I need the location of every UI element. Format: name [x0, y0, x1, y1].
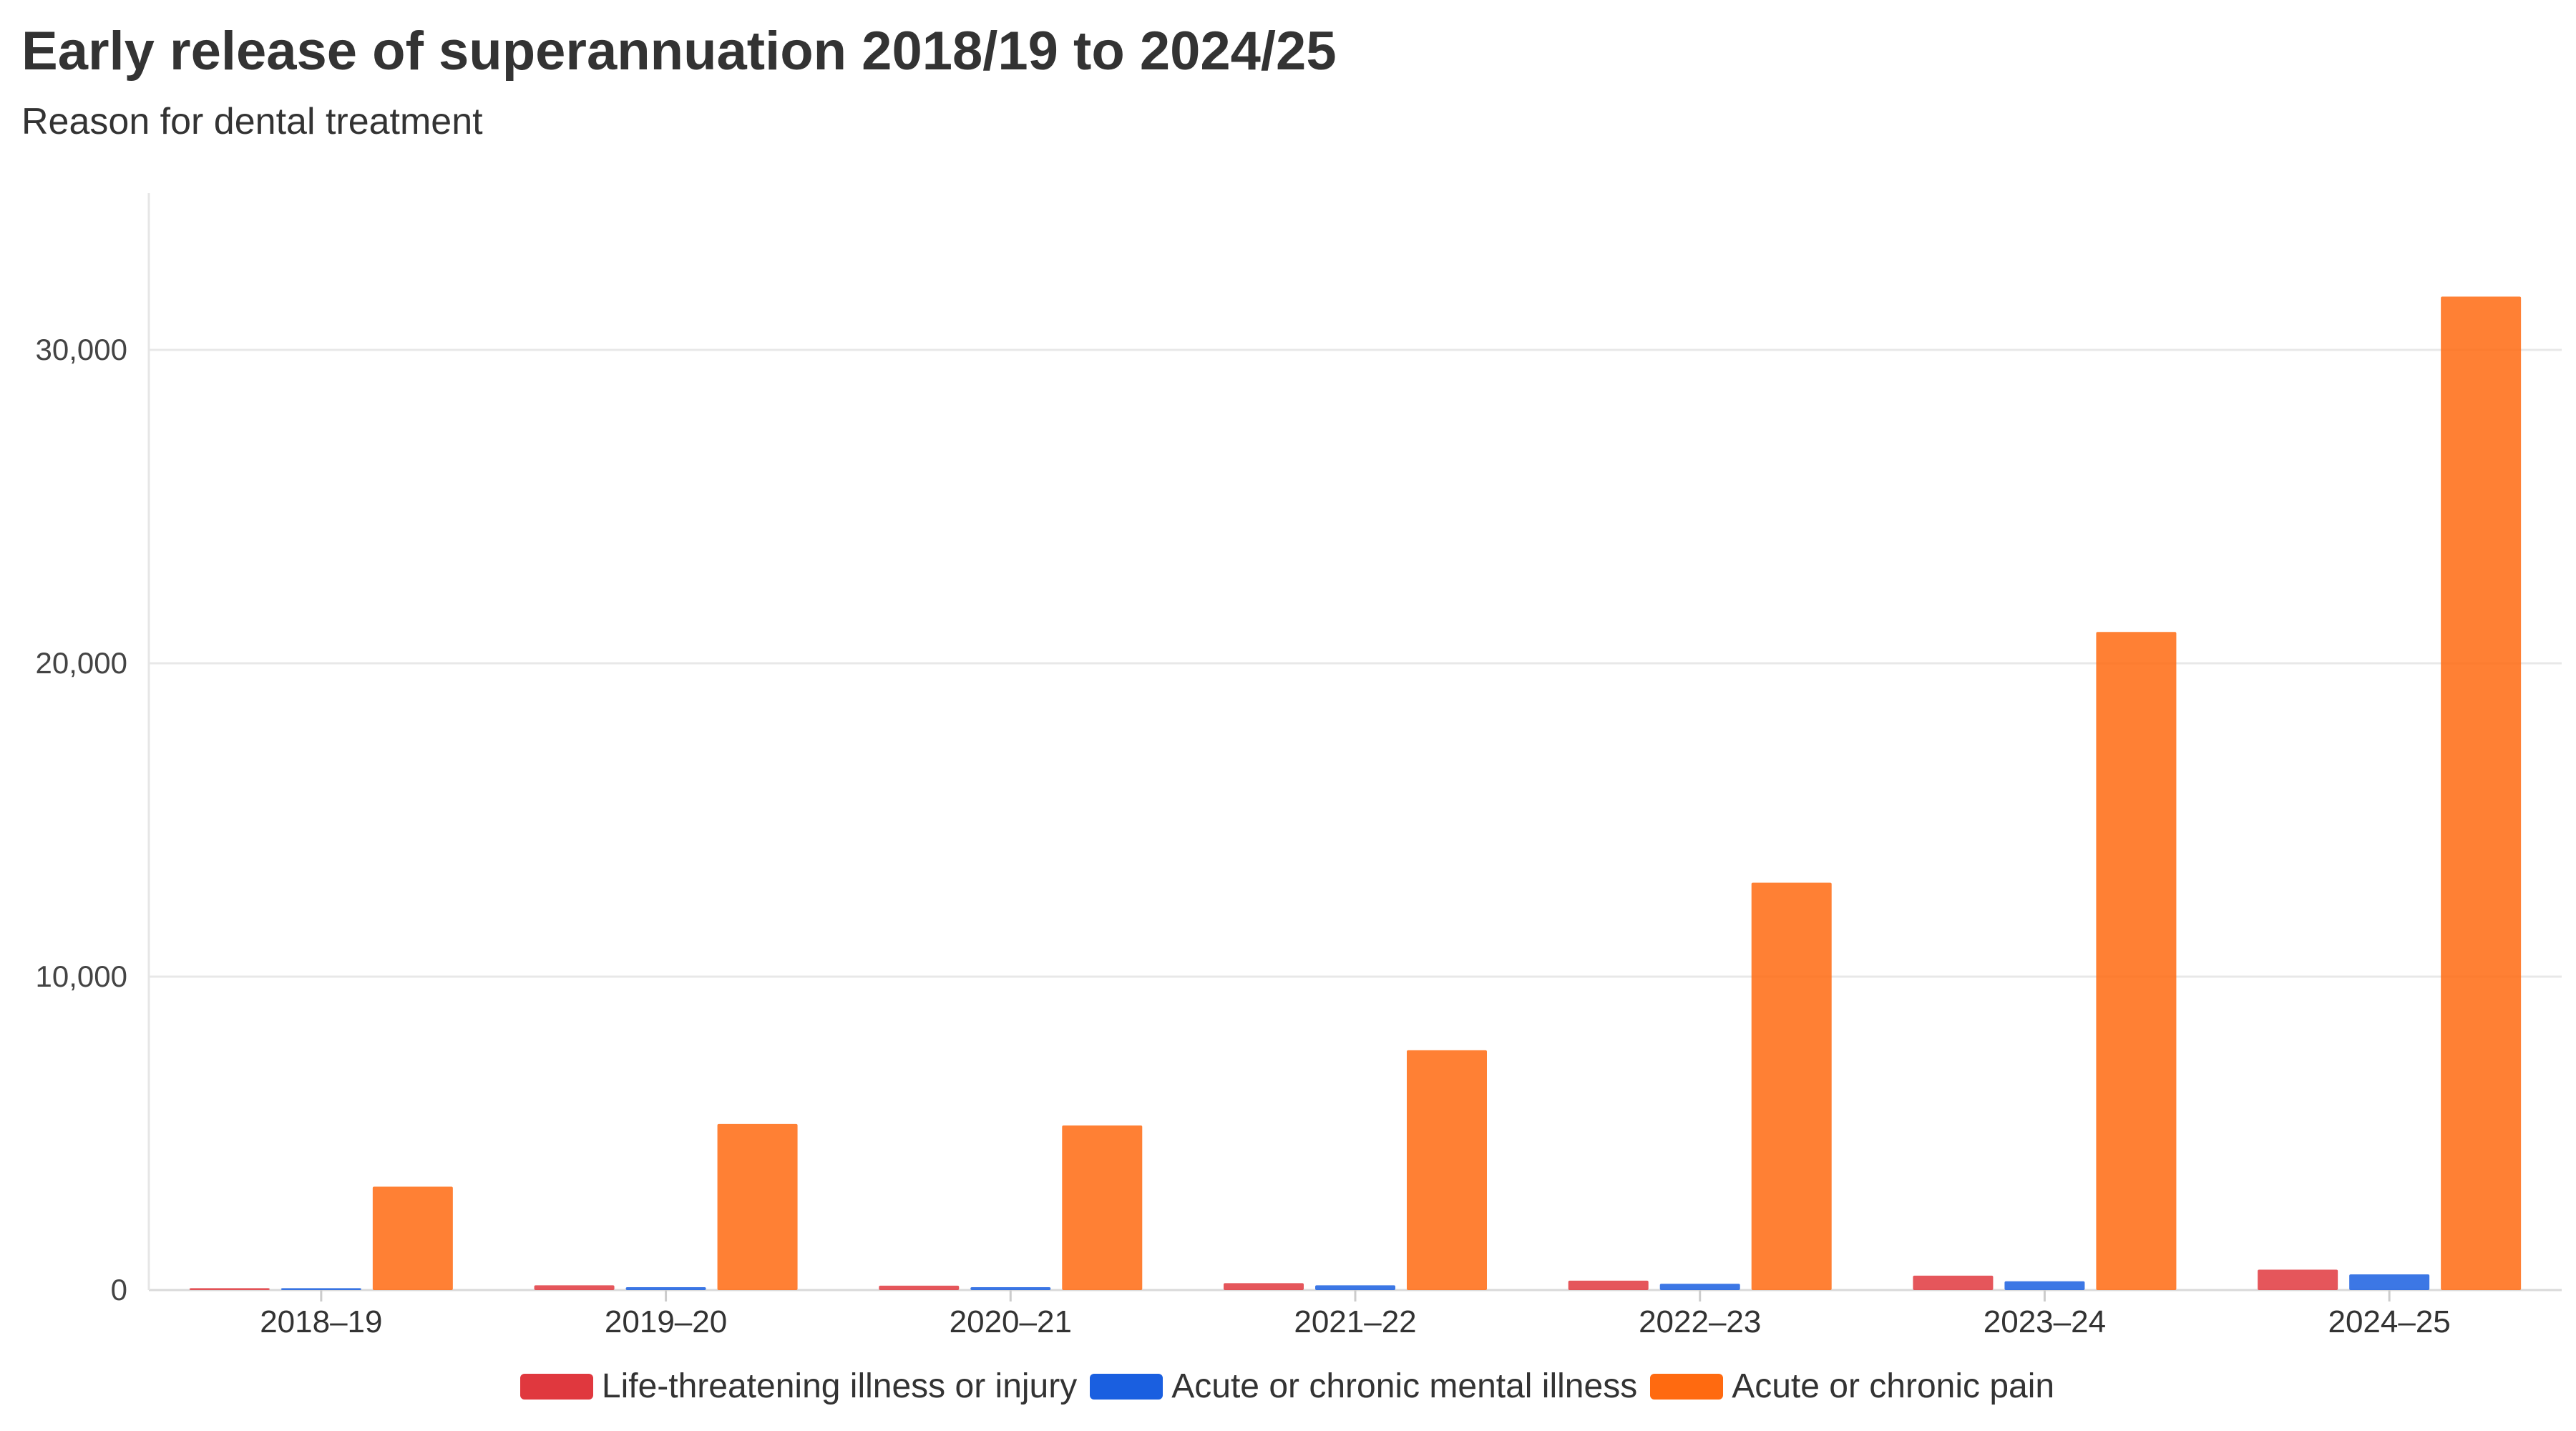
legend-label-chronic-pain: Acute or chronic pain [1732, 1367, 2055, 1405]
x-tick-label: 2022–23 [1639, 1304, 1761, 1339]
y-tick-label: 30,000 [36, 333, 127, 366]
bar[interactable] [2441, 296, 2522, 1290]
bar[interactable] [1659, 1284, 1740, 1290]
axes: 0 10,000 20,000 30,000 2018–19 2019–20 2020–21… [36, 193, 2451, 1339]
legend-item-chronic-pain[interactable]: Acute or chronic pain [1650, 1367, 2054, 1406]
legend-item-life-threatening[interactable]: Life-threatening illness or injury [519, 1367, 1078, 1406]
x-tick-label: 2024–25 [2328, 1304, 2450, 1339]
bar[interactable] [625, 1287, 706, 1290]
x-tick-label: 2018–19 [260, 1304, 382, 1339]
bar[interactable] [879, 1285, 960, 1290]
bar[interactable] [1407, 1050, 1487, 1290]
bar[interactable] [534, 1285, 615, 1290]
bar[interactable] [1568, 1280, 1649, 1290]
bar[interactable] [2349, 1274, 2430, 1290]
legend-label-life-threatening: Life-threatening illness or injury [601, 1367, 1078, 1405]
bar[interactable] [1224, 1283, 1304, 1290]
y-tick-label: 10,000 [36, 959, 127, 993]
x-tick-label: 2019–20 [605, 1304, 727, 1339]
bar[interactable] [189, 1288, 270, 1290]
legend-swatch-chronic-pain [1650, 1373, 1724, 1400]
bars [189, 296, 2522, 1290]
gridlines [149, 348, 2562, 1291]
bar[interactable] [717, 1123, 798, 1290]
y-tick-label: 20,000 [36, 646, 127, 680]
y-tick-label: 0 [111, 1273, 127, 1307]
legend-item-mental-illness[interactable]: Acute or chronic mental illness [1090, 1367, 1637, 1406]
bar[interactable] [372, 1186, 453, 1290]
legend-swatch-life-threatening [519, 1373, 593, 1400]
legend-swatch-mental-illness [1090, 1373, 1163, 1400]
bar[interactable] [1913, 1275, 1994, 1290]
x-tick-label: 2023–24 [1984, 1304, 2106, 1339]
x-tick-label: 2020–21 [950, 1304, 1072, 1339]
bar[interactable] [1315, 1285, 1395, 1290]
bar[interactable] [2096, 632, 2177, 1290]
bar[interactable] [2258, 1269, 2338, 1290]
legend-label-mental-illness: Acute or chronic mental illness [1171, 1367, 1638, 1405]
bar[interactable] [1751, 882, 1832, 1290]
chart-title: Early release of superannuation 2018/19 … [21, 21, 1337, 82]
x-tick-label: 2021–22 [1294, 1304, 1416, 1339]
bar[interactable] [280, 1288, 361, 1290]
legend: Life-threatening illness or injury Acute… [0, 1367, 2576, 1406]
bar[interactable] [1062, 1125, 1143, 1290]
bar[interactable] [970, 1287, 1051, 1290]
chart-subtitle: Reason for dental treatment [21, 101, 483, 142]
bar[interactable] [2004, 1281, 2085, 1290]
